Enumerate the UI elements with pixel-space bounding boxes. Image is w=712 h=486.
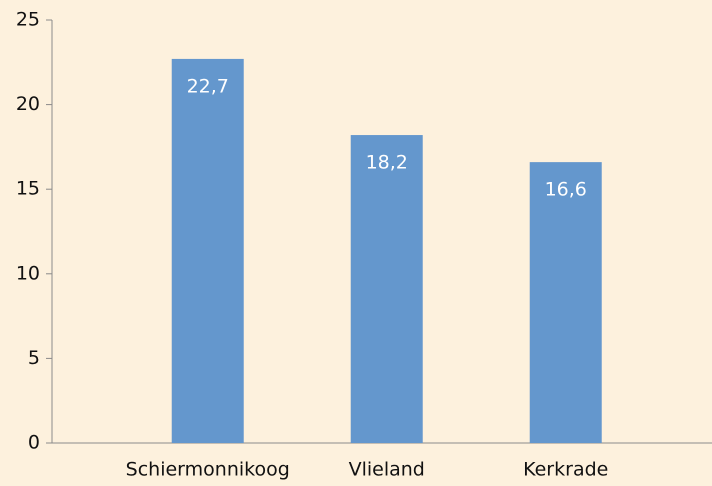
x-tick-label: Schiermonnikoog (126, 459, 290, 481)
y-tick-label: 5 (28, 347, 40, 369)
value-label: 18,2 (366, 152, 408, 174)
value-label: 16,6 (545, 179, 587, 201)
bar (529, 162, 602, 444)
x-tick-label: Kerkrade (523, 459, 608, 481)
y-tick-label: 15 (16, 178, 40, 200)
y-tick-label: 25 (16, 9, 40, 31)
value-label: 22,7 (187, 75, 229, 97)
bar (350, 135, 423, 443)
y-tick-label: 0 (28, 432, 40, 454)
x-tick-label: Vlieland (349, 459, 425, 481)
y-tick-label: 20 (16, 93, 40, 115)
y-tick-label: 10 (16, 262, 40, 284)
bar (171, 58, 244, 443)
